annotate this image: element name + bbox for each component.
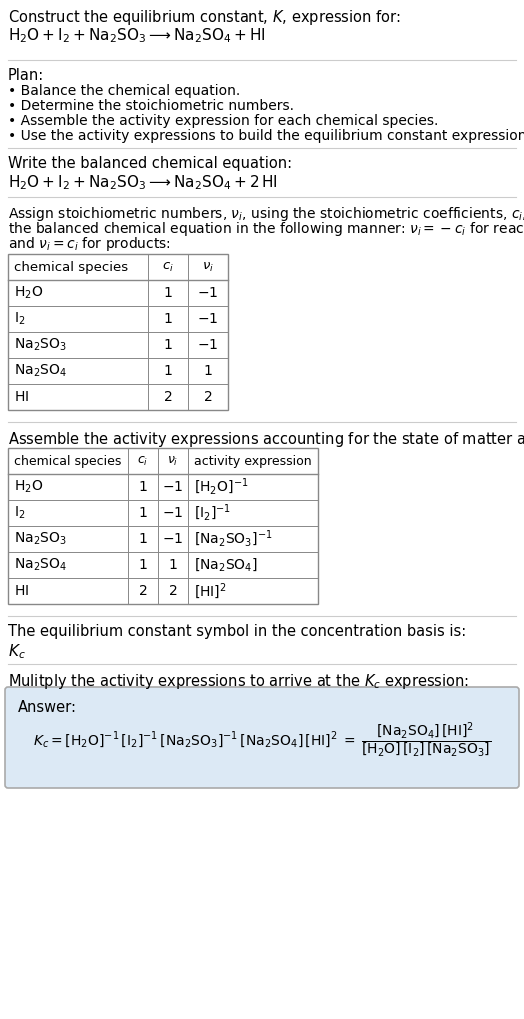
Text: $\mathrm{Na_2SO_3}$: $\mathrm{Na_2SO_3}$ bbox=[14, 531, 67, 547]
Text: $K_c = [\mathrm{H_2O}]^{-1}\,[\mathrm{I_2}]^{-1}\,[\mathrm{Na_2SO_3}]^{-1}\,[\ma: $K_c = [\mathrm{H_2O}]^{-1}\,[\mathrm{I_… bbox=[33, 720, 491, 759]
Text: • Balance the chemical equation.: • Balance the chemical equation. bbox=[8, 84, 240, 98]
Text: $-1$: $-1$ bbox=[162, 480, 183, 494]
Text: Write the balanced chemical equation:: Write the balanced chemical equation: bbox=[8, 156, 292, 171]
FancyBboxPatch shape bbox=[5, 687, 519, 788]
Text: $[\mathrm{Na_2SO_3}]^{-1}$: $[\mathrm{Na_2SO_3}]^{-1}$ bbox=[194, 529, 272, 549]
Text: $\mathrm{H_2O}$: $\mathrm{H_2O}$ bbox=[14, 284, 43, 302]
Text: $c_i$: $c_i$ bbox=[137, 454, 149, 468]
Text: $-1$: $-1$ bbox=[198, 338, 219, 352]
Text: chemical species: chemical species bbox=[14, 454, 122, 468]
Text: 1: 1 bbox=[163, 338, 172, 352]
Text: • Use the activity expressions to build the equilibrium constant expression.: • Use the activity expressions to build … bbox=[8, 129, 524, 143]
Text: Assign stoichiometric numbers, $\nu_i$, using the stoichiometric coefficients, $: Assign stoichiometric numbers, $\nu_i$, … bbox=[8, 205, 524, 223]
Text: $-1$: $-1$ bbox=[198, 286, 219, 300]
Text: Assemble the activity expressions accounting for the state of matter and $\nu_i$: Assemble the activity expressions accoun… bbox=[8, 430, 524, 449]
Text: and $\nu_i = c_i$ for products:: and $\nu_i = c_i$ for products: bbox=[8, 235, 171, 253]
Text: 1: 1 bbox=[163, 312, 172, 326]
Text: The equilibrium constant symbol in the concentration basis is:: The equilibrium constant symbol in the c… bbox=[8, 624, 466, 639]
Text: $2$: $2$ bbox=[203, 390, 213, 404]
Text: 1: 1 bbox=[138, 532, 147, 546]
Text: activity expression: activity expression bbox=[194, 454, 312, 468]
Text: $\nu_i$: $\nu_i$ bbox=[167, 454, 179, 468]
Text: $[\mathrm{I_2}]^{-1}$: $[\mathrm{I_2}]^{-1}$ bbox=[194, 502, 231, 523]
Text: $2$: $2$ bbox=[168, 584, 178, 598]
Text: 1: 1 bbox=[138, 480, 147, 494]
Text: $[\mathrm{H_2O}]^{-1}$: $[\mathrm{H_2O}]^{-1}$ bbox=[194, 477, 248, 497]
Text: $\mathrm{H_2O}$: $\mathrm{H_2O}$ bbox=[14, 479, 43, 495]
Text: • Assemble the activity expression for each chemical species.: • Assemble the activity expression for e… bbox=[8, 114, 439, 128]
Text: 1: 1 bbox=[138, 506, 147, 520]
Text: Construct the equilibrium constant, $K$, expression for:: Construct the equilibrium constant, $K$,… bbox=[8, 8, 401, 26]
Text: 2: 2 bbox=[139, 584, 147, 598]
Text: $c_i$: $c_i$ bbox=[162, 261, 174, 273]
Text: chemical species: chemical species bbox=[14, 261, 128, 273]
Text: • Determine the stoichiometric numbers.: • Determine the stoichiometric numbers. bbox=[8, 99, 294, 113]
Bar bbox=[8, 254, 228, 410]
Text: $\mathrm{I_2}$: $\mathrm{I_2}$ bbox=[14, 311, 26, 327]
Text: $-1$: $-1$ bbox=[162, 506, 183, 520]
Text: 1: 1 bbox=[138, 558, 147, 572]
Text: the balanced chemical equation in the following manner: $\nu_i = -c_i$ for react: the balanced chemical equation in the fo… bbox=[8, 220, 524, 238]
Text: $\mathrm{Na_2SO_4}$: $\mathrm{Na_2SO_4}$ bbox=[14, 363, 67, 379]
Text: $1$: $1$ bbox=[203, 364, 213, 378]
Text: $\mathrm{HI}$: $\mathrm{HI}$ bbox=[14, 390, 29, 404]
Text: Plan:: Plan: bbox=[8, 68, 44, 83]
Text: $\mathrm{Na_2SO_3}$: $\mathrm{Na_2SO_3}$ bbox=[14, 337, 67, 354]
Text: $1$: $1$ bbox=[168, 558, 178, 572]
Text: $[\mathrm{HI}]^2$: $[\mathrm{HI}]^2$ bbox=[194, 581, 227, 601]
Text: $\mathrm{I_2}$: $\mathrm{I_2}$ bbox=[14, 504, 26, 521]
Text: 1: 1 bbox=[163, 364, 172, 378]
Text: 2: 2 bbox=[163, 390, 172, 404]
Bar bbox=[8, 448, 318, 604]
Text: $[\mathrm{Na_2SO_4}]$: $[\mathrm{Na_2SO_4}]$ bbox=[194, 556, 258, 574]
Text: $K_c$: $K_c$ bbox=[8, 642, 26, 660]
Text: $\mathrm{H_2O + I_2 + Na_2SO_3 \longrightarrow Na_2SO_4 + 2\,HI}$: $\mathrm{H_2O + I_2 + Na_2SO_3 \longrigh… bbox=[8, 173, 278, 192]
Text: Mulitply the activity expressions to arrive at the $K_c$ expression:: Mulitply the activity expressions to arr… bbox=[8, 672, 469, 691]
Text: 1: 1 bbox=[163, 286, 172, 300]
Text: $-1$: $-1$ bbox=[198, 312, 219, 326]
Text: $-1$: $-1$ bbox=[162, 532, 183, 546]
Text: $\mathrm{H_2O + I_2 + Na_2SO_3 \longrightarrow Na_2SO_4 + HI}$: $\mathrm{H_2O + I_2 + Na_2SO_3 \longrigh… bbox=[8, 26, 266, 45]
Text: $\mathrm{Na_2SO_4}$: $\mathrm{Na_2SO_4}$ bbox=[14, 556, 67, 574]
Text: $\mathrm{HI}$: $\mathrm{HI}$ bbox=[14, 584, 29, 598]
Text: Answer:: Answer: bbox=[18, 700, 77, 715]
Text: $\nu_i$: $\nu_i$ bbox=[202, 261, 214, 273]
